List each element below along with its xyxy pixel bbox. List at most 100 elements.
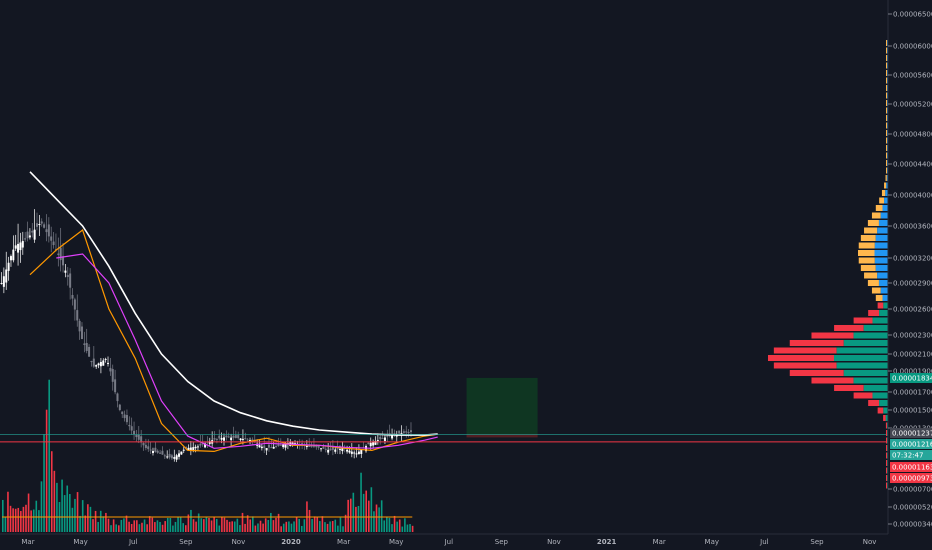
volume-bar — [241, 512, 244, 532]
profile-bar-down — [886, 475, 888, 481]
price-tick-label: 0.00005600 — [893, 72, 932, 80]
time-axis[interactable]: Mar May Jul Sep Nov 2020 Mar May Jul Sep Nov 2021 Ma… — [0, 533, 888, 546]
profile-bar-up — [875, 235, 888, 241]
profile-bar-down — [886, 55, 888, 61]
volume-bar — [370, 487, 373, 532]
volume-bar — [38, 510, 40, 532]
profile-bar-down — [877, 302, 884, 309]
candle-body — [232, 435, 235, 438]
volume-bar — [409, 524, 411, 532]
candle-body — [168, 453, 171, 458]
time-tick-label: Mar — [653, 538, 666, 546]
candle-body — [57, 253, 60, 255]
volume-bar — [262, 523, 264, 532]
candle-body — [104, 358, 107, 360]
profile-bar-up — [880, 287, 888, 294]
volume-bar — [205, 517, 208, 532]
candle-body — [0, 283, 3, 284]
volume-bar — [112, 519, 115, 532]
volume-bar — [151, 517, 154, 532]
volume-bar — [254, 525, 257, 532]
candle-body — [161, 450, 164, 455]
profile-bar-down — [886, 482, 888, 489]
candle-body — [64, 270, 67, 273]
candle-body — [149, 449, 152, 451]
time-tick-label: Jul — [759, 538, 769, 546]
candle-body — [2, 276, 5, 287]
volume-bar — [228, 521, 231, 532]
candle-body — [85, 342, 88, 351]
candle-body — [107, 362, 110, 364]
profile-bar-down — [811, 332, 854, 339]
profile-bar-up — [853, 332, 888, 339]
profile-bar-up — [877, 227, 888, 234]
volume-bar — [12, 508, 14, 532]
series-line-ema_mid — [56, 253, 438, 449]
volume-bar — [177, 517, 179, 532]
profile-bar-down — [885, 175, 887, 181]
volume-bar — [14, 508, 17, 532]
price-tick-label: 0.00001900 — [893, 368, 932, 376]
volume-bar — [130, 523, 133, 532]
candle-body — [310, 446, 313, 448]
candle-body — [97, 363, 100, 366]
profile-bar-up — [882, 295, 888, 301]
volume-bar — [231, 521, 233, 532]
price-tag-box — [890, 473, 932, 483]
horizontal-lines — [0, 434, 888, 443]
volume-bar — [87, 504, 89, 532]
volume-bars — [2, 379, 414, 532]
profile-bar-down — [864, 227, 878, 234]
candle-body — [374, 441, 377, 445]
volume-bar — [303, 519, 306, 532]
volume-bar — [169, 518, 172, 532]
candle-body — [237, 435, 240, 439]
candle-body — [180, 451, 183, 455]
candle-body — [246, 439, 249, 441]
price-tag-label: 0.00001834 — [892, 375, 932, 383]
volume-bar — [76, 492, 79, 532]
profile-bar-down — [886, 85, 888, 91]
profile-bar-up — [843, 340, 888, 346]
candle-body — [204, 443, 207, 448]
volume-bar — [239, 525, 241, 532]
volume-bar — [298, 518, 301, 532]
profile-bar-down — [871, 287, 881, 294]
candle-body — [28, 235, 31, 238]
candle-body — [83, 343, 86, 345]
candle-body — [26, 231, 29, 239]
time-tick-label: Jul — [444, 538, 454, 546]
profile-bar-down — [886, 167, 888, 174]
volume-bar — [313, 516, 316, 532]
profile-bar-down — [858, 257, 875, 264]
volume-bar — [25, 504, 27, 532]
candle-body — [260, 446, 263, 449]
candle-body — [185, 447, 188, 449]
price-tag-box — [890, 373, 932, 383]
price-tag-box — [890, 462, 932, 472]
time-tick-label: Nov — [232, 538, 246, 546]
candle-body — [12, 249, 15, 261]
candle-body — [379, 436, 382, 440]
candle-body — [102, 360, 105, 366]
candle-body — [405, 431, 408, 433]
candle-body — [213, 438, 216, 440]
profile-bar-up — [883, 302, 888, 309]
volume-bar — [172, 525, 174, 532]
time-tick-label: May — [73, 538, 87, 546]
candle-body — [33, 229, 36, 240]
volume-bar — [295, 516, 298, 532]
profile-bar-down — [875, 205, 883, 211]
profile-bar-down — [879, 197, 885, 204]
profile-bar-down — [886, 47, 888, 54]
candle-body — [320, 448, 323, 450]
volume-bar — [182, 523, 185, 532]
price-tag-label: 0.00000973 — [892, 475, 932, 483]
volume-bar — [166, 517, 169, 532]
volume-bar — [203, 519, 205, 532]
candle-body — [73, 299, 76, 310]
candle-body — [317, 445, 320, 448]
volume-bar — [357, 505, 360, 532]
candle-body — [173, 457, 176, 459]
